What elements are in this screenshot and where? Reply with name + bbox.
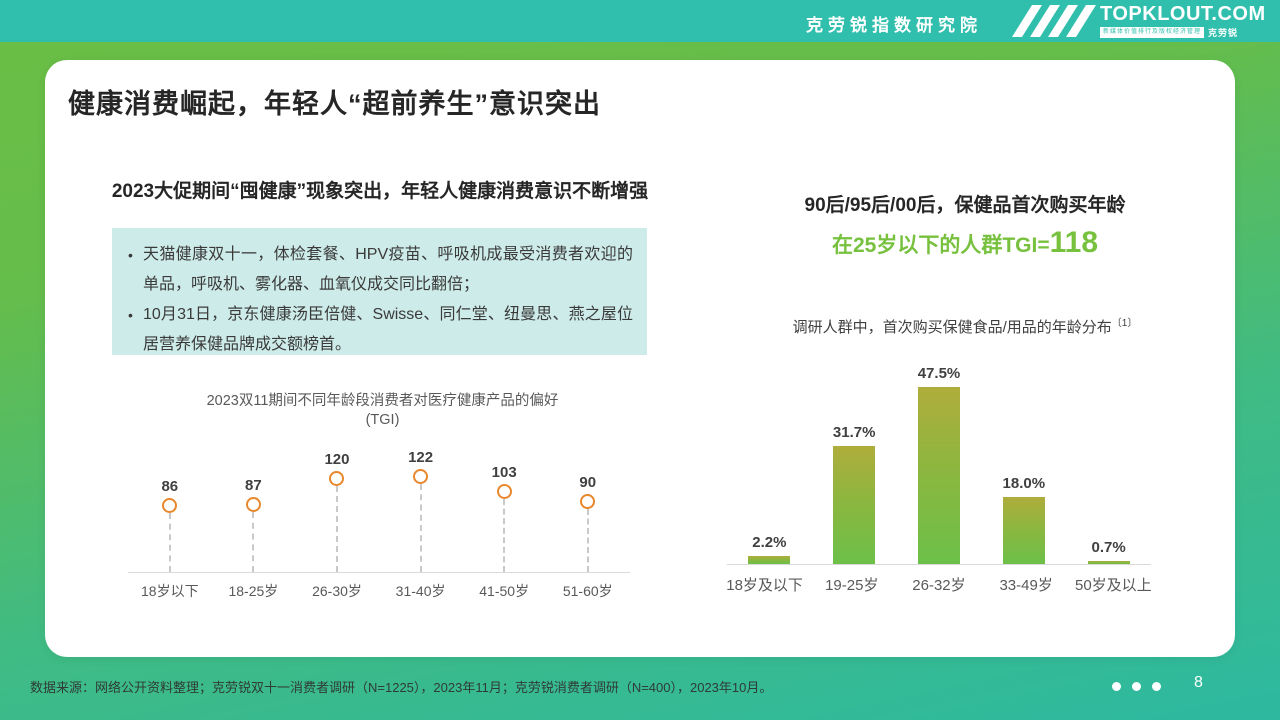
tgi-point-marker-icon <box>413 469 429 484</box>
age-bar-rect <box>833 446 876 564</box>
tgi-point-value: 90 <box>579 474 597 491</box>
age-bar-value: 2.2% <box>752 534 787 551</box>
tgi-point-marker-icon <box>496 484 512 499</box>
tgi-category-5: 51-60岁 <box>562 583 613 599</box>
tgi-chart-plot: 86 87 120 122 103 90 <box>128 443 630 573</box>
tgi-point-0: 86 <box>128 478 212 572</box>
logo-wordmark: TOPKLOUT.COM <box>1100 3 1266 25</box>
age-bar-rect <box>748 556 791 564</box>
institute-title: 克劳锐指数研究院 <box>806 16 982 35</box>
footnote-marker: 〔1〕 <box>1111 318 1138 329</box>
page-number: 8 <box>1194 674 1203 691</box>
tgi-point-value: 122 <box>408 449 434 466</box>
tgi-highlight-text: 在25岁以下的人群TGI= <box>831 234 1050 257</box>
age-bar-value: 47.5% <box>917 365 961 382</box>
age-category-3: 33-49岁 <box>999 577 1053 594</box>
tgi-category-2: 26-30岁 <box>312 583 362 599</box>
tgi-category-4: 41-50岁 <box>479 583 530 599</box>
top-bar: 克劳锐指数研究院 TOPKLOUT.COM 新媒体价值排行及版权经济管理 克劳锐 <box>0 0 1280 42</box>
tgi-point-value: 103 <box>491 464 517 481</box>
age-bar-1: 31.7% <box>812 424 897 564</box>
right-title: 90后/95后/00后，保健品首次购买年龄 <box>804 195 1126 216</box>
age-category-0: 18岁及以下 <box>726 577 803 594</box>
logo-tagline: 新媒体价值排行及版权经济管理 <box>1100 27 1205 38</box>
tgi-category-1: 18-25岁 <box>228 583 279 599</box>
tgi-point-stem <box>168 513 171 572</box>
age-chart-categories: 18岁及以下 19-25岁 26-32岁 33-49岁 50岁及以上 <box>721 574 1157 595</box>
bullet-item-1: 天猫健康双十一，体检套餐、HPV疫苗、呼吸机成最受消费者欢迎的单品，呼吸机、雾化… <box>126 240 633 300</box>
age-bar-value: 18.0% <box>1002 475 1046 492</box>
age-bar-3: 18.0% <box>981 475 1066 564</box>
highlight-box: 天猫健康双十一，体检套餐、HPV疫苗、呼吸机成最受消费者欢迎的单品，呼吸机、雾化… <box>112 228 647 355</box>
bullet-item-2: 10月31日，京东健康汤臣倍健、Swisse、同仁堂、纽曼思、燕之屋位居营养保健… <box>126 300 633 360</box>
tgi-point-marker-icon <box>162 498 178 513</box>
age-bar-value: 0.7% <box>1091 539 1126 556</box>
logo-subline: 新媒体价值排行及版权经济管理 克劳锐 <box>1100 26 1266 39</box>
tgi-point-marker-icon <box>329 471 345 486</box>
tgi-point-value: 86 <box>161 478 179 495</box>
content-card: 健康消费崛起，年轻人“超前养生”意识突出 2023大促期间“囤健康”现象突出，年… <box>45 60 1235 657</box>
tgi-point-stem <box>335 486 338 572</box>
age-chart-plot: 2.2% 31.7% 47.5% 18.0% 0.7% <box>727 365 1151 565</box>
tgi-point-5: 90 <box>546 474 630 572</box>
tgi-point-stem <box>252 512 255 572</box>
logo-brand-name: 克劳锐 <box>1208 28 1239 38</box>
tgi-highlight-value: 118 <box>1049 226 1099 259</box>
tgi-point-value: 120 <box>324 451 350 468</box>
tgi-point-1: 87 <box>212 477 296 572</box>
tgi-point-value: 87 <box>245 477 262 494</box>
page-title: 健康消费崛起，年轻人“超前养生”意识突出 <box>68 89 601 119</box>
age-bar-value: 31.7% <box>832 424 876 441</box>
tgi-point-marker-icon <box>245 497 261 512</box>
data-source: 数据来源：网络公开资料整理；克劳锐双十一消费者调研（N=1225），2023年1… <box>30 680 773 695</box>
age-bar-0: 2.2% <box>727 534 812 564</box>
tgi-point-4: 103 <box>462 464 546 572</box>
logo-slashes-icon <box>1012 5 1096 37</box>
age-bar-4: 0.7% <box>1066 539 1151 564</box>
distribution-subtitle-text: 调研人群中，首次购买保健食品/用品的年龄分布 <box>792 319 1112 336</box>
age-bar-rect <box>1087 561 1130 564</box>
tgi-chart-title-line1: 2023双11期间不同年龄段消费者对医疗健康产品的偏好 <box>206 393 559 409</box>
age-category-1: 19-25岁 <box>825 577 879 594</box>
tgi-point-3: 122 <box>379 449 463 572</box>
age-category-4: 50岁及以上 <box>1075 577 1152 594</box>
tgi-chart-title: 2023双11期间不同年龄段消费者对医疗健康产品的偏好 (TGI) <box>125 392 640 430</box>
tgi-chart-categories: 18岁以下 18-25岁 26-30岁 31-40岁 41-50岁 51-60岁 <box>128 581 630 601</box>
brand-logo: TOPKLOUT.COM 新媒体价值排行及版权经济管理 克劳锐 <box>1100 3 1266 39</box>
pagination-dots <box>1112 682 1161 691</box>
tgi-point-marker-icon <box>580 494 596 509</box>
tgi-highlight: 在25岁以下的人群TGI=118 <box>685 226 1245 260</box>
tgi-category-3: 31-40岁 <box>395 583 446 599</box>
distribution-subtitle: 调研人群中，首次购买保健食品/用品的年龄分布〔1〕 <box>685 314 1245 337</box>
left-subtitle: 2023大促期间“囤健康”现象突出，年轻人健康消费意识不断增强 <box>111 181 649 202</box>
age-bar-rect <box>917 387 960 564</box>
tgi-point-stem <box>503 499 506 572</box>
tgi-point-2: 120 <box>295 451 379 572</box>
tgi-chart-title-line2: (TGI) <box>365 412 400 428</box>
tgi-category-0: 18岁以下 <box>141 583 199 599</box>
tgi-point-stem <box>586 509 589 572</box>
tgi-point-stem <box>419 484 422 572</box>
age-category-2: 26-32岁 <box>912 577 966 594</box>
age-bar-2: 47.5% <box>897 365 982 564</box>
age-bar-rect <box>1002 497 1045 564</box>
